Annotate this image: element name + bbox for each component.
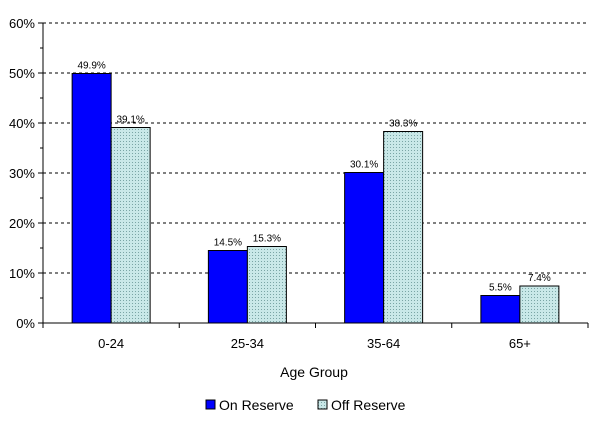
axes	[38, 22, 589, 328]
y-tick-label: 50%	[9, 66, 35, 81]
data-label: 49.9%	[77, 61, 105, 72]
data-label: 39.1%	[116, 115, 144, 126]
bar-on-reserve	[207, 250, 248, 324]
x-tick-label: 65+	[509, 336, 531, 351]
data-label: 30.1%	[350, 160, 378, 171]
bar-off-reserve	[246, 246, 287, 324]
data-label: 5.5%	[489, 283, 512, 294]
y-tick-label: 0%	[16, 316, 35, 331]
legend-swatch	[317, 399, 328, 410]
x-axis-title: Age Group	[280, 364, 348, 380]
bar-off-reserve	[519, 285, 560, 324]
x-tick-labels: 0-24 25-34 35-64 65+	[98, 336, 531, 351]
bar-on-reserve	[344, 172, 385, 324]
bar-on-reserve	[480, 295, 521, 324]
bar-off-reserve	[383, 131, 424, 324]
bar-off-reserve	[110, 127, 151, 324]
y-tick-label: 10%	[9, 266, 35, 281]
data-label: 38.3%	[389, 119, 417, 130]
x-tick-label: 35-64	[367, 336, 400, 351]
y-tick-label: 60%	[9, 16, 35, 31]
data-label: 15.3%	[253, 234, 281, 245]
legend-label: On Reserve	[219, 397, 294, 413]
data-label: 7.4%	[528, 273, 551, 284]
bars	[71, 73, 560, 324]
legend-swatch	[205, 399, 216, 410]
data-label: 14.5%	[214, 238, 242, 249]
legend-item-off-reserve: Off Reserve	[317, 397, 406, 413]
y-tick-label: 30%	[9, 166, 35, 181]
x-tick-label: 0-24	[98, 336, 124, 351]
y-tick-label: 40%	[9, 116, 35, 131]
x-tick-label: 25-34	[231, 336, 264, 351]
legend: On Reserve Off Reserve	[205, 397, 406, 413]
y-tick-labels: 0% 10% 20% 30% 40% 50% 60%	[9, 16, 35, 331]
data-labels: 49.9% 39.1% 14.5% 15.3% 30.1% 38.3% 5.5% 7.4%	[77, 61, 550, 294]
legend-label: Off Reserve	[331, 397, 406, 413]
bar-on-reserve	[71, 73, 112, 324]
legend-item-on-reserve: On Reserve	[205, 397, 294, 413]
y-tick-label: 20%	[9, 216, 35, 231]
